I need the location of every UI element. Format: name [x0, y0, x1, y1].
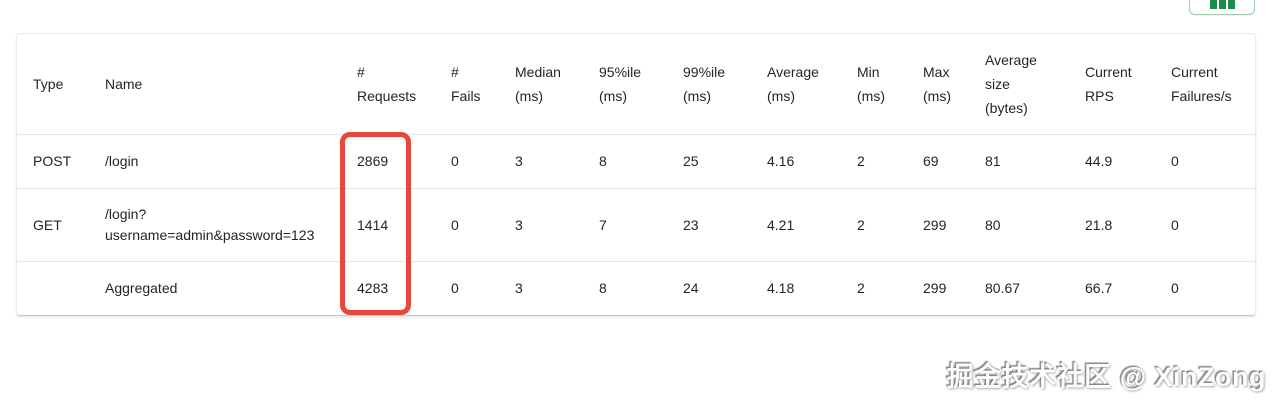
bar-chart-icon: [1209, 0, 1235, 9]
cell-min: 2: [857, 280, 865, 297]
cell-name: /login? username=admin&password=123: [105, 205, 315, 243]
column-header-type[interactable]: Type: [33, 75, 64, 92]
cell-median: 3: [515, 280, 523, 297]
cell-99th-percentile: 25: [683, 153, 699, 169]
cell-average: 4.21: [767, 216, 795, 233]
table-row-post-login: POST /login 2869 0 3 8 25 4.16 2 69 81 4…: [17, 134, 1257, 188]
column-header-min[interactable]: Min (ms): [857, 63, 885, 104]
cell-99th-percentile: 24: [683, 280, 699, 297]
table-header-row: Type Name # Requests # Fails Median (ms)…: [17, 34, 1257, 134]
cell-95th-percentile: 7: [599, 216, 607, 233]
column-header-average[interactable]: Average (ms): [767, 63, 819, 104]
cell-average-size: 80: [985, 216, 1001, 233]
cell-name: Aggregated: [105, 279, 178, 296]
column-header-95th-percentile[interactable]: 95%ile (ms): [599, 63, 642, 104]
column-header-current-rps[interactable]: Current RPS: [1085, 63, 1132, 104]
table-row-aggregated: Aggregated 4283 0 3 8 24 4.18 2 299 80.6…: [17, 261, 1257, 315]
column-header-99th-percentile[interactable]: 99%ile (ms): [683, 63, 726, 104]
cell-type: POST: [33, 153, 72, 169]
cell-fails: 0: [451, 153, 459, 169]
cell-95th-percentile: 8: [599, 280, 607, 297]
cell-current-rps: 66.7: [1085, 280, 1113, 297]
cell-current-rps: 44.9: [1085, 153, 1113, 169]
cell-type: [17, 261, 89, 315]
column-header-requests[interactable]: # Requests: [357, 63, 417, 104]
cell-max: 299: [923, 280, 947, 297]
table-row-get-login: GET /login? username=admin&password=123 …: [17, 188, 1257, 261]
stats-table: Type Name # Requests # Fails Median (ms)…: [17, 34, 1257, 315]
column-header-fails[interactable]: # Fails: [451, 63, 481, 104]
cell-average-size: 81: [985, 153, 1001, 169]
cell-median: 3: [515, 153, 523, 169]
column-header-median[interactable]: Median (ms): [515, 63, 561, 104]
chart-button[interactable]: [1189, 0, 1255, 15]
cell-current-failures: 0: [1171, 216, 1179, 233]
cell-name: /login: [105, 152, 139, 169]
cell-95th-percentile: 8: [599, 153, 607, 169]
cell-requests: 1414: [357, 216, 389, 233]
cell-fails: 0: [451, 280, 459, 297]
cell-requests: 2869: [357, 153, 389, 169]
cell-average: 4.18: [767, 280, 795, 297]
cell-min: 2: [857, 216, 865, 233]
cell-current-rps: 21.8: [1085, 216, 1113, 233]
cell-requests: 4283: [357, 280, 389, 297]
column-header-name[interactable]: Name: [105, 75, 143, 92]
cell-current-failures: 0: [1171, 280, 1179, 297]
stats-table-card: Type Name # Requests # Fails Median (ms)…: [16, 33, 1257, 316]
cell-type: GET: [33, 216, 62, 233]
watermark: 掘金技术社区 @ XinZong: [946, 362, 1266, 392]
cell-average-size: 80.67: [985, 280, 1021, 297]
cell-min: 2: [857, 153, 865, 169]
cell-current-failures: 0: [1171, 153, 1179, 169]
cell-max: 69: [923, 153, 939, 169]
cell-median: 3: [515, 216, 523, 233]
cell-max: 299: [923, 216, 947, 233]
cell-fails: 0: [451, 216, 459, 233]
column-header-current-failures[interactable]: Current Failures/s: [1171, 63, 1232, 104]
column-header-max[interactable]: Max (ms): [923, 63, 951, 104]
cell-99th-percentile: 23: [683, 216, 699, 233]
column-header-average-size[interactable]: Average size (bytes): [985, 51, 1037, 116]
cell-average: 4.16: [767, 153, 795, 169]
